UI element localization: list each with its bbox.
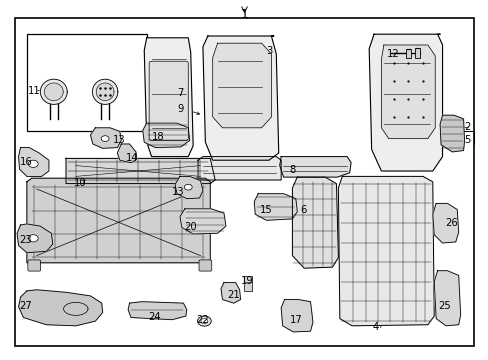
Polygon shape <box>432 203 458 243</box>
Text: 18: 18 <box>151 132 164 142</box>
Text: 26: 26 <box>444 218 457 228</box>
Polygon shape <box>439 115 464 152</box>
Text: 6: 6 <box>299 204 305 215</box>
Text: 13: 13 <box>112 135 125 145</box>
Circle shape <box>197 316 211 326</box>
Text: 13: 13 <box>172 186 184 197</box>
Text: 9: 9 <box>177 104 183 114</box>
Text: 12: 12 <box>386 49 399 59</box>
Bar <box>414 48 419 58</box>
Polygon shape <box>44 83 63 100</box>
Polygon shape <box>221 283 240 303</box>
Text: 11: 11 <box>28 86 41 96</box>
Polygon shape <box>198 157 281 180</box>
Polygon shape <box>279 157 350 177</box>
Text: 10: 10 <box>74 177 87 188</box>
Polygon shape <box>368 34 442 171</box>
Polygon shape <box>433 271 460 326</box>
Text: 1: 1 <box>240 8 248 21</box>
Text: 19: 19 <box>240 276 253 286</box>
Polygon shape <box>17 224 53 253</box>
Bar <box>243 276 252 291</box>
Text: 25: 25 <box>438 301 450 311</box>
Polygon shape <box>90 128 121 148</box>
Bar <box>405 49 410 58</box>
FancyBboxPatch shape <box>28 260 41 271</box>
Polygon shape <box>66 158 215 184</box>
Polygon shape <box>254 194 297 220</box>
Polygon shape <box>175 176 203 199</box>
Text: 17: 17 <box>289 315 302 325</box>
Polygon shape <box>19 290 102 326</box>
Polygon shape <box>41 79 67 104</box>
Text: 27: 27 <box>20 301 32 311</box>
Text: 22: 22 <box>196 315 209 325</box>
Circle shape <box>101 136 109 141</box>
Polygon shape <box>96 83 114 100</box>
Polygon shape <box>19 148 49 176</box>
Text: 24: 24 <box>148 312 161 322</box>
FancyBboxPatch shape <box>149 61 188 140</box>
Circle shape <box>201 319 207 324</box>
Text: 21: 21 <box>226 290 239 300</box>
Text: 8: 8 <box>289 165 295 175</box>
Polygon shape <box>117 144 137 163</box>
Text: 14: 14 <box>125 153 138 163</box>
Polygon shape <box>142 123 189 148</box>
Polygon shape <box>292 177 338 268</box>
Polygon shape <box>203 36 278 160</box>
Polygon shape <box>128 302 186 320</box>
Text: 2: 2 <box>464 122 470 132</box>
Polygon shape <box>27 178 210 263</box>
Text: 3: 3 <box>266 46 272 56</box>
Polygon shape <box>180 209 225 234</box>
Text: 5: 5 <box>464 135 470 145</box>
Polygon shape <box>144 38 193 157</box>
Circle shape <box>184 184 192 190</box>
Polygon shape <box>381 45 434 139</box>
Bar <box>27 34 146 131</box>
Circle shape <box>28 235 38 242</box>
Text: 23: 23 <box>20 235 32 246</box>
Polygon shape <box>212 43 271 128</box>
Text: 15: 15 <box>260 204 272 215</box>
Text: 7: 7 <box>177 88 183 98</box>
Circle shape <box>28 160 38 167</box>
FancyBboxPatch shape <box>199 260 211 271</box>
Text: 16: 16 <box>20 157 32 167</box>
Polygon shape <box>281 300 312 332</box>
Polygon shape <box>92 79 118 104</box>
Text: 20: 20 <box>184 222 197 232</box>
Text: 4: 4 <box>372 322 378 332</box>
Polygon shape <box>338 176 433 326</box>
